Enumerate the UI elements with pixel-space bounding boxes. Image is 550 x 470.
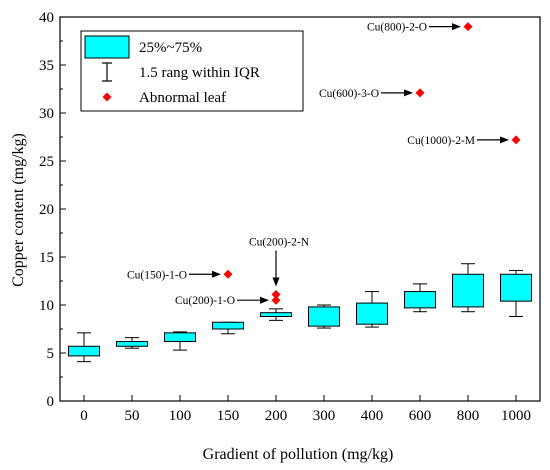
box-150 (212, 321, 244, 330)
x-tick-label: 150 (217, 408, 240, 424)
x-tick-label: 200 (265, 408, 288, 424)
y-tick-label: 25 (39, 154, 54, 170)
annotation-label: Cu(800)-2-O (367, 22, 427, 34)
outlier-point (463, 22, 473, 32)
annotation-label: Cu(200)-1-O (175, 295, 235, 307)
box-200 (260, 312, 292, 318)
box-1000 (500, 273, 532, 302)
annotation-arrowhead (260, 296, 269, 304)
legend-box-swatch (84, 35, 130, 59)
box-400 (356, 302, 388, 325)
legend-label: 25%~75% (139, 40, 202, 56)
outlier-point (271, 295, 281, 305)
annotation-arrowhead (500, 136, 509, 144)
legend-label: Abnormal leaf (139, 90, 226, 106)
box-300 (308, 306, 340, 327)
outlier-point (271, 289, 281, 299)
annotation-label: Cu(150)-1-O (127, 269, 187, 281)
x-tick-label: 400 (361, 408, 384, 424)
box-100 (164, 332, 196, 342)
annotation-label: Cu(200)-2-N (249, 236, 310, 248)
annotation-arrowhead (452, 23, 461, 31)
legend-label: 1.5 rang within IQR (139, 65, 260, 81)
box-800 (452, 273, 484, 308)
y-tick-label: 0 (47, 394, 55, 410)
outlier-point (415, 88, 425, 98)
outlier-point (511, 135, 521, 145)
x-axis-title: Gradient of pollution (mg/kg) (203, 446, 394, 463)
x-tick-label: 1000 (501, 408, 531, 424)
y-tick-label: 10 (39, 298, 54, 314)
x-tick-label: 600 (409, 408, 432, 424)
x-tick-label: 300 (313, 408, 336, 424)
y-tick-label: 15 (39, 250, 54, 266)
box-0 (68, 345, 100, 357)
y-tick-label: 30 (39, 106, 54, 122)
y-tick-label: 20 (39, 202, 54, 218)
box-600 (404, 291, 436, 309)
x-tick-label: 0 (80, 408, 88, 424)
annotation-label: Cu(1000)-2-M (407, 135, 475, 147)
annotation-arrowhead (212, 270, 221, 278)
y-tick-label: 40 (39, 10, 54, 26)
outlier-point (223, 269, 233, 279)
annotation-arrowhead (404, 89, 413, 97)
annotation-label: Cu(600)-3-O (319, 88, 379, 100)
box-50 (116, 340, 148, 347)
y-tick-label: 5 (47, 346, 55, 362)
annotation-arrowhead (272, 277, 280, 287)
y-tick-label: 35 (39, 58, 54, 74)
x-tick-label: 50 (125, 408, 140, 424)
legend-outlier-swatch (102, 92, 112, 102)
x-tick-label: 800 (457, 408, 480, 424)
x-tick-label: 100 (169, 408, 192, 424)
y-axis-title: Copper content (mg/kg) (10, 133, 27, 287)
